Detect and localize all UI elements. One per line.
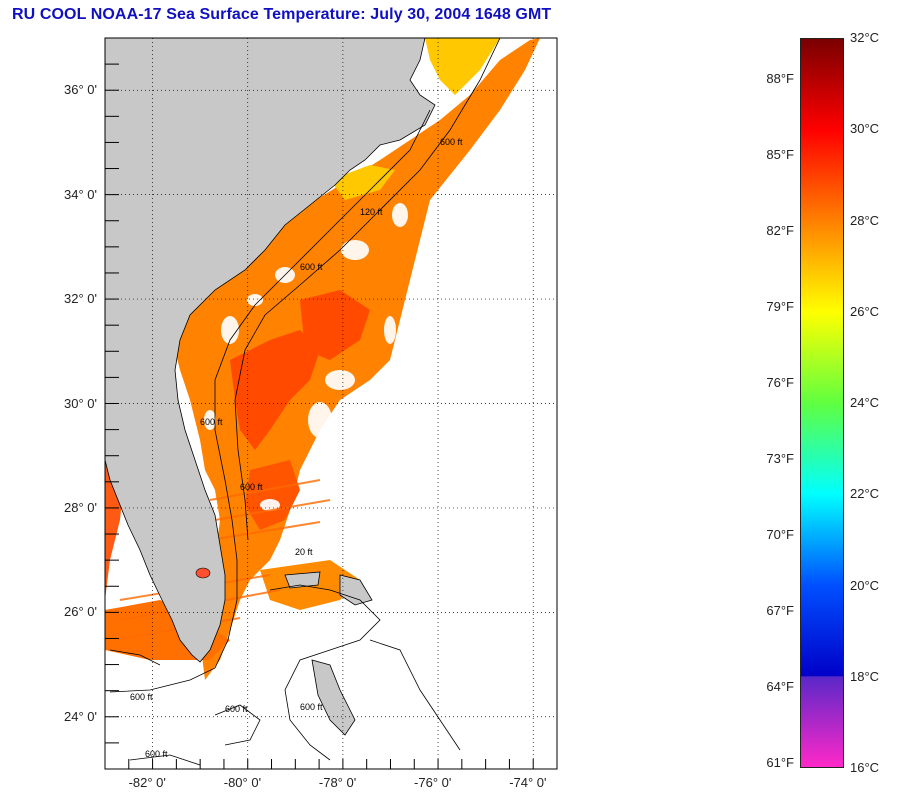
- lat-tick-label: 34° 0': [64, 186, 97, 202]
- colorbar-celsius-label: 18°C: [850, 668, 880, 684]
- colorbar-fahrenheit-label: 61°F: [766, 754, 794, 770]
- colorbar-celsius-label: 26°C: [850, 303, 880, 319]
- lon-tick-label: -76° 0': [414, 775, 452, 790]
- sst-patch-yellow: [425, 38, 500, 95]
- lat-tick-label: 30° 0': [64, 395, 97, 411]
- lon-tick-label: -78° 0': [318, 775, 357, 790]
- colorbar: [800, 38, 844, 768]
- colorbar-fahrenheit-label: 85°F: [766, 146, 794, 162]
- colorbar-fahrenheit-label: 73°F: [766, 450, 794, 466]
- sst-patch-hot-a: [230, 330, 320, 450]
- colorbar-celsius-label: 32°C: [850, 30, 880, 45]
- lat-tick-label: 36° 0': [64, 82, 97, 98]
- map-grid: [105, 38, 557, 769]
- contour-label: 600 ft: [300, 702, 323, 712]
- colorbar-fahrenheit-label: 70°F: [766, 526, 794, 542]
- contour-label: 600 ft: [300, 262, 323, 272]
- contour-label: 600 ft: [130, 692, 153, 702]
- islands-bahamas: [284, 571, 373, 736]
- contour-label-group: 600 ft 120 ft 600 ft 600 ft 600 ft 20 ft 600 f…: [130, 137, 463, 759]
- colorbar-celsius-label: 24°C: [850, 395, 880, 410]
- colorbar-celsius-label: 28°C: [850, 212, 880, 228]
- page-title: RU COOL NOAA-17 Sea Surface Temperature:…: [12, 6, 552, 23]
- colorbar-fahrenheit-label: 88°F: [766, 70, 794, 86]
- colorbar-fahrenheit-label: 64°F: [766, 678, 794, 694]
- contour-label: 600 ft: [145, 749, 168, 759]
- map-ticks: [104, 37, 558, 770]
- colorbar-fahrenheit-label: 67°F: [766, 602, 794, 618]
- contour-label: 600 ft: [440, 137, 463, 147]
- sst-patch-yellow-b: [330, 165, 395, 200]
- bathymetry-contours: [109, 38, 501, 766]
- colorbar-celsius-label: 20°C: [850, 577, 880, 593]
- colorbar-gradient: [801, 39, 843, 767]
- colorbar-celsius-label: 16°C: [850, 760, 880, 775]
- contour-label: 20 ft: [295, 547, 313, 557]
- colorbar-celsius-label: 22°C: [850, 486, 880, 502]
- lon-tick-label: -82° 0': [128, 775, 166, 790]
- contour-label: 600 ft: [200, 417, 223, 427]
- colorbar-fahrenheit-label: 82°F: [766, 222, 794, 238]
- lat-tick-label: 28° 0': [64, 499, 97, 515]
- colorbar-celsius-label: 30°C: [850, 121, 880, 137]
- lat-tick-label: 32° 0': [64, 291, 97, 307]
- lon-tick-label: -80° 0': [223, 775, 262, 790]
- sst-field: [105, 38, 540, 680]
- lake-okeechobee: [195, 567, 211, 579]
- cloud-gaps: [204, 203, 408, 511]
- lat-tick-label: 26° 0': [64, 604, 97, 620]
- sst-patch-hot-b: [300, 290, 370, 360]
- contour-label: 600 ft: [225, 704, 248, 714]
- land-southeast-us: [105, 38, 436, 663]
- lat-tick-label: 24° 0': [64, 708, 97, 724]
- colorbar-fahrenheit-label: 76°F: [766, 374, 794, 390]
- contour-label: 120 ft: [360, 207, 383, 217]
- colorbar-fahrenheit-label: 79°F: [766, 298, 794, 314]
- contour-label: 600 ft: [240, 482, 263, 492]
- lon-tick-label: -74° 0': [509, 775, 547, 790]
